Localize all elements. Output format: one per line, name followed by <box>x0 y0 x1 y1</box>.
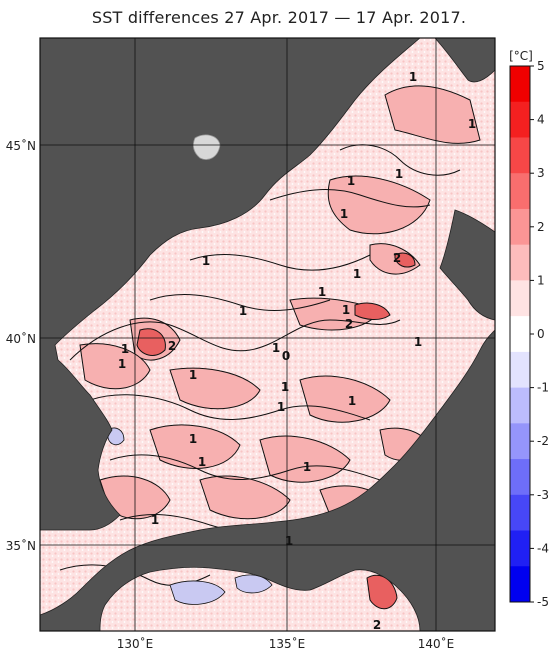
colorbar-band <box>510 530 530 567</box>
contour-label: 1 <box>281 380 289 394</box>
colorbar-tick-label: 0 <box>537 327 545 341</box>
colorbar-tick-label: 2 <box>537 220 545 234</box>
colorbar-band <box>510 137 530 174</box>
lat-label-45n: 45˚N <box>6 138 36 153</box>
colorbar-band <box>510 173 530 210</box>
contour-label: 1 <box>118 357 126 371</box>
contour-label: 1 <box>318 285 326 299</box>
contour-label: 1 <box>303 460 311 474</box>
lat-label-35n: 35˚N <box>6 538 36 553</box>
contour-label: 0 <box>282 349 290 363</box>
colorbar-tick-label: 5 <box>537 59 545 73</box>
colorbar-band <box>510 494 530 532</box>
contour-label: 2 <box>393 251 401 265</box>
contour-label: 1 <box>348 394 356 408</box>
colorbar-band <box>510 101 530 138</box>
contour-label: 1 <box>340 207 348 221</box>
contour-label: 2 <box>373 618 381 632</box>
lon-label-130e: 130˚E <box>117 636 154 651</box>
contour-label: 1 <box>189 432 197 446</box>
cool-anomaly-patches <box>107 427 273 605</box>
latitude-labels: 45˚N 40˚N 35˚N <box>6 138 36 553</box>
colorbar-band <box>510 387 530 424</box>
colorbar-unit-label: [°C] <box>509 49 533 63</box>
longitude-labels: 130˚E 135˚E 140˚E <box>117 636 455 651</box>
colorbar-band <box>510 423 530 460</box>
contour-label: 1 <box>353 267 361 281</box>
lon-label-140e: 140˚E <box>418 636 455 651</box>
colorbar-tick-label: 4 <box>537 113 545 127</box>
contour-label: 1 <box>395 167 403 181</box>
contour-label: 1 <box>468 117 476 131</box>
strong-warm-cores <box>136 252 416 610</box>
contour-label: 1 <box>239 304 247 318</box>
colorbar-band <box>510 208 530 246</box>
contour-label: 1 <box>342 303 350 317</box>
colorbar-tick-label: -3 <box>537 488 549 502</box>
colorbar-band <box>510 351 530 389</box>
colorbar-ticks: 5 4 3 2 1 0 -1 -2 -3 -4 -5 <box>530 59 549 609</box>
colorbar-tick-label: -5 <box>537 595 549 609</box>
colorbar-tick-label: 1 <box>537 273 545 287</box>
contour-label: 1 <box>198 455 206 469</box>
colorbar-tick-label: -2 <box>537 434 549 448</box>
contour-label: 1 <box>285 534 293 548</box>
contour-label: 1 <box>189 368 197 382</box>
colorbar-tick-label: -4 <box>537 541 549 555</box>
contour-label: 1 <box>414 335 422 349</box>
colorbar-tick-label: -1 <box>537 381 549 395</box>
contour-label: 1 <box>272 341 280 355</box>
contour-label: 1 <box>151 513 159 527</box>
contour-label: 1 <box>277 400 285 414</box>
colorbar-bands <box>510 66 530 603</box>
colorbar-band <box>510 244 530 281</box>
contour-label: 1 <box>202 254 210 268</box>
colorbar-band <box>510 459 530 496</box>
contour-label: 1 <box>347 174 355 188</box>
colorbar-band <box>510 66 530 103</box>
contour-label: 2 <box>168 339 176 353</box>
lon-label-135e: 135˚E <box>269 636 306 651</box>
map-title: SST differences 27 Apr. 2017 — 17 Apr. 2… <box>91 8 467 27</box>
colorbar: [°C] 5 4 3 2 1 0 -1 -2 -3 -4 -5 <box>509 49 549 609</box>
contour-label: 1 <box>409 70 417 84</box>
colorbar-band <box>510 316 530 353</box>
graticule <box>40 38 495 631</box>
contour-label: 1 <box>121 342 129 356</box>
map-frame <box>39 37 496 632</box>
colorbar-band <box>510 566 530 603</box>
colorbar-band <box>510 280 530 317</box>
lat-label-40n: 40˚N <box>6 331 36 346</box>
colorbar-tick-label: 3 <box>537 166 545 180</box>
contour-label: 2 <box>345 317 353 331</box>
contour-value-labels: 1 1 1 1 1 1 1 1 2 1 1 2 1 1 2 1 1 1 0 1 … <box>118 70 476 632</box>
